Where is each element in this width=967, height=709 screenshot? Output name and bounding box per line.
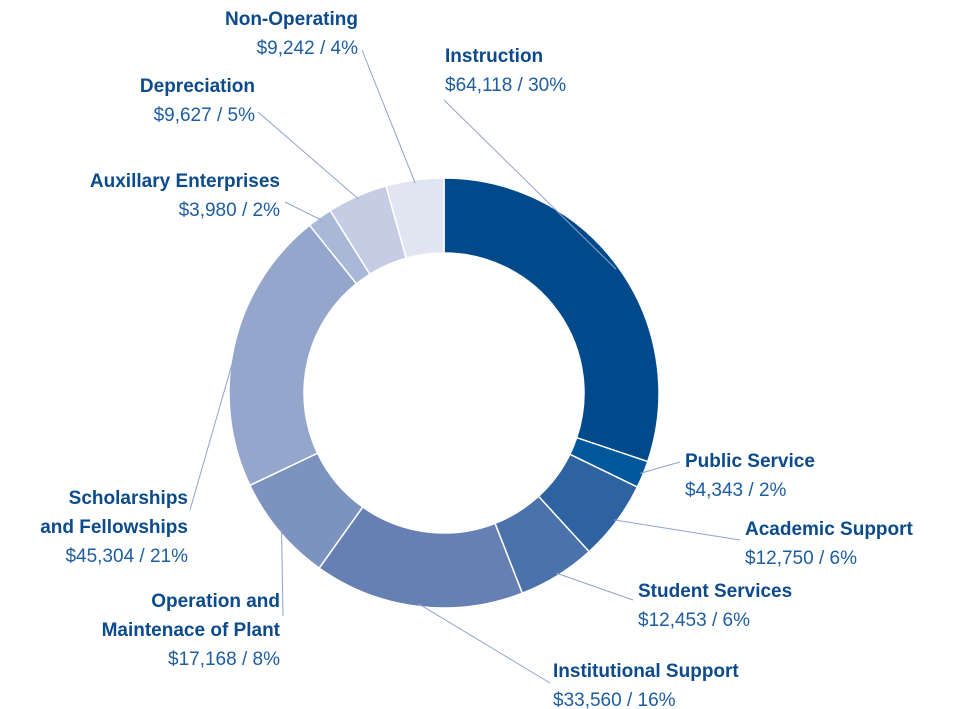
- category-name: Student Services: [638, 581, 793, 602]
- value-label: $12,750 / 6%: [745, 548, 857, 569]
- donut-segment: [228, 224, 358, 487]
- category-name: Institutional Support: [553, 661, 739, 682]
- segment-label: Scholarships and Fellowships $45,304 / 21…: [33, 484, 188, 571]
- category-name: Instruction: [445, 46, 544, 67]
- segment-label: Auxillary Enterprises $3,980 / 2%: [20, 167, 280, 225]
- category-name: Public Service: [685, 451, 815, 472]
- category-name: Scholarships and Fellowships: [40, 488, 188, 538]
- value-label: $12,453 / 6%: [638, 610, 750, 631]
- leader-line: [640, 461, 681, 474]
- value-label: $64,118 / 30%: [445, 75, 567, 96]
- segment-label: Non-Operating $9,242 / 4%: [158, 5, 358, 63]
- value-label: $9,627 / 5%: [153, 105, 255, 126]
- leader-line: [281, 529, 284, 617]
- leader-line: [361, 49, 416, 184]
- value-label: $4,343 / 2%: [685, 480, 787, 501]
- segment-label: Academic Support $12,750 / 6%: [745, 515, 965, 573]
- segment-label: Operation and Maintenace of Plant $17,168…: [95, 587, 280, 674]
- segment-label: Institutional Support $33,560 / 16%: [553, 657, 853, 709]
- value-label: $3,980 / 2%: [178, 200, 280, 221]
- category-name: Non-Operating: [225, 9, 358, 30]
- value-label: $9,242 / 4%: [256, 38, 358, 59]
- leader-line: [443, 99, 617, 270]
- leader-line: [189, 345, 238, 511]
- category-name: Operation and Maintenace of Plant: [101, 591, 280, 641]
- category-name: Academic Support: [745, 519, 913, 540]
- leader-line: [284, 201, 322, 221]
- value-label: $17,168 / 8%: [168, 649, 280, 670]
- category-name: Depreciation: [139, 76, 255, 97]
- leader-line: [555, 572, 634, 601]
- segment-label: Public Service $4,343 / 2%: [685, 447, 945, 505]
- leader-line: [417, 602, 551, 684]
- segment-label: Instruction $64,118 / 30%: [445, 42, 745, 100]
- leader-line: [613, 519, 741, 541]
- donut-segment: [385, 177, 445, 260]
- segment-label: Student Services $12,453 / 6%: [638, 577, 878, 635]
- value-label: $33,560 / 16%: [553, 690, 676, 709]
- donut-segment: [443, 177, 660, 463]
- category-name: Auxillary Enterprises: [89, 171, 280, 192]
- leader-line: [257, 111, 359, 200]
- segment-label: Depreciation $9,627 / 5%: [55, 72, 255, 130]
- value-label: $45,304 / 21%: [65, 546, 188, 567]
